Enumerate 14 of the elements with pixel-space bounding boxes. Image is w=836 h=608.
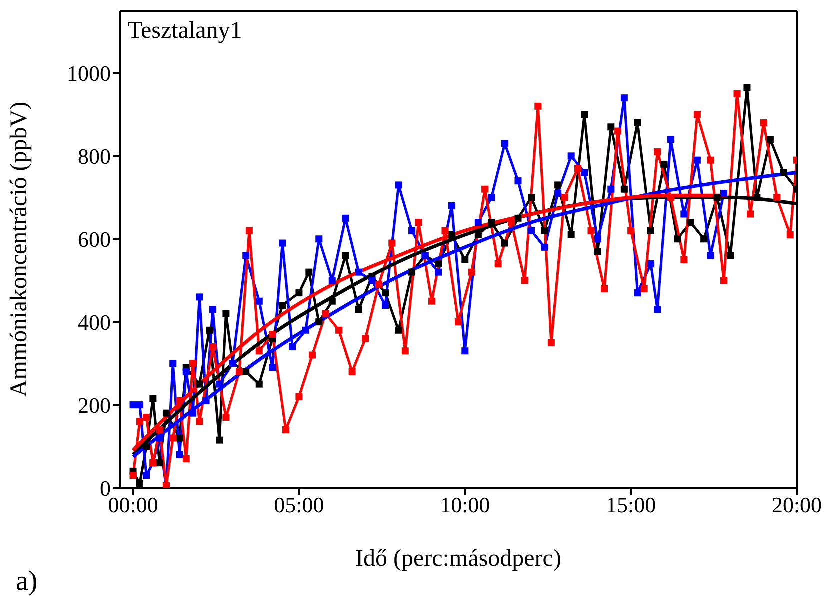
x-axis-title: Idő (perc:másodperc) (356, 546, 562, 572)
y-tick-label: 400 (78, 310, 111, 335)
text: a) (16, 566, 38, 598)
x-tick-label: 10:00 (440, 492, 490, 518)
y-axis-title: Ammóniakoncentráció (ppbV) (6, 102, 33, 398)
chart-title: Tesztalany1 (128, 18, 242, 45)
x-tick-label: 20:00 (772, 492, 822, 518)
y-tick-label: 600 (78, 226, 111, 252)
y-tick-label: 0 (100, 476, 111, 501)
y-tick-label: 1000 (67, 61, 111, 86)
y-tick-label: 800 (78, 144, 111, 169)
x-tick-label: 05:00 (274, 492, 324, 518)
y-tick-label: 200 (78, 392, 111, 418)
x-tick-label: 15:00 (606, 492, 656, 518)
